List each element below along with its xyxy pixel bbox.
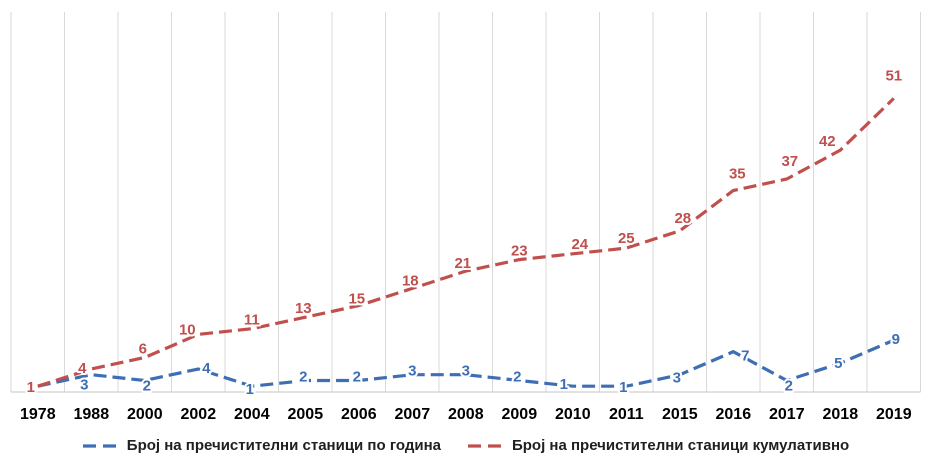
data-label-per-year: 2: [353, 369, 361, 386]
legend-label-per-year: Број на пречистителни станици по година: [126, 437, 441, 454]
data-label-cumulative: 28: [674, 210, 691, 227]
legend-label-cumulative: Број на пречистителни станици кумулативн…: [511, 437, 850, 454]
data-label-per-year: 1: [560, 376, 568, 393]
legend: Број на пречистителни станици по година …: [0, 430, 931, 454]
data-label-per-year: 2: [143, 378, 151, 395]
data-label-cumulative: 25: [618, 230, 635, 247]
data-label-per-year: 3: [673, 370, 681, 387]
data-label-cumulative: 21: [454, 255, 471, 272]
x-axis-tick-label: 2019: [876, 406, 912, 423]
data-label-cumulative: 35: [729, 166, 746, 183]
legend-item-per-year: Број на пречистителни станици по година: [82, 437, 441, 454]
x-axis-tick-label: 2002: [181, 406, 217, 423]
data-label-cumulative: 37: [781, 153, 798, 170]
data-label-cumulative: 23: [511, 243, 528, 260]
x-axis-tick-label: 2017: [769, 406, 805, 423]
data-label-per-year: 7: [741, 348, 749, 365]
data-label-cumulative: 6: [139, 341, 147, 358]
data-label-cumulative: 24: [571, 236, 588, 253]
data-label-per-year: 4: [202, 360, 211, 377]
x-axis-tick-label: 2000: [127, 406, 163, 423]
x-axis-tick-label: 2008: [448, 406, 484, 423]
data-label-per-year: 2: [299, 369, 307, 386]
x-axis-tick-label: 2004: [234, 406, 270, 423]
data-label-cumulative: 18: [402, 272, 419, 289]
data-label-per-year: 1: [246, 381, 254, 398]
data-label-per-year: 2: [513, 369, 521, 386]
data-label-per-year: 3: [408, 363, 416, 380]
data-label-per-year: 2: [785, 378, 793, 395]
data-label-cumulative: 15: [348, 291, 365, 308]
x-axis-tick-label: 2009: [502, 406, 538, 423]
data-label-per-year: 9: [892, 331, 900, 348]
series-line-per-year: [37, 338, 895, 388]
dashed-line-icon: [467, 443, 506, 448]
x-axis-tick-label: 2011: [609, 406, 644, 423]
x-axis-tick-label: 2005: [288, 406, 324, 423]
x-axis-tick-label: 2015: [662, 406, 698, 423]
x-axis-tick-label: 1988: [74, 406, 110, 423]
x-axis-tick-label: 2016: [716, 406, 752, 423]
data-label-cumulative: 11: [244, 312, 260, 329]
data-label-cumulative: 13: [295, 300, 312, 317]
x-axis-tick-label: 2006: [341, 406, 377, 423]
dashed-line-icon: [82, 443, 121, 448]
data-label-cumulative: 1: [27, 379, 35, 396]
data-label-per-year: 5: [834, 355, 842, 372]
x-axis-tick-label: 2018: [823, 406, 859, 423]
x-axis-tick-label: 2007: [395, 406, 431, 423]
data-label-cumulative: 4: [78, 360, 87, 377]
x-axis-tick-label: 2010: [555, 406, 591, 423]
data-label-cumulative: 42: [819, 133, 836, 150]
data-label-per-year: 3: [80, 377, 88, 394]
legend-item-cumulative: Број на пречистителни станици кумулативн…: [467, 437, 849, 454]
data-label-cumulative: 10: [179, 321, 196, 338]
data-label-per-year: 1: [619, 379, 627, 396]
data-label-per-year: 3: [462, 363, 470, 380]
series-line-cumulative: [37, 97, 895, 388]
x-axis-tick-label: 1978: [20, 406, 56, 423]
data-label-cumulative: 51: [885, 67, 902, 84]
